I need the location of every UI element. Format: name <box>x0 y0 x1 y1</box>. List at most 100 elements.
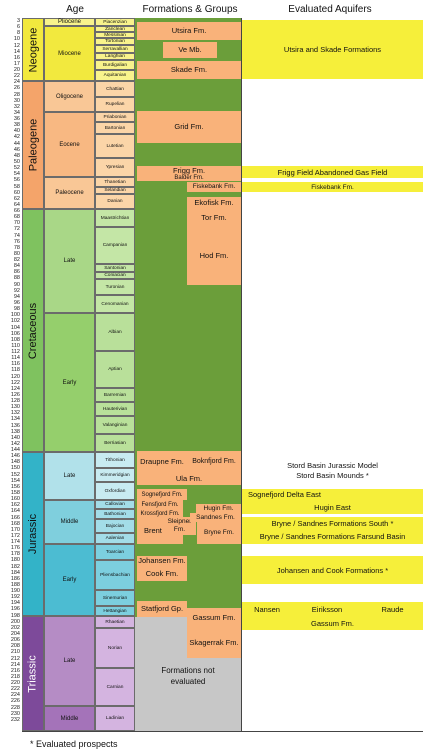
age-tick-label: 162 <box>10 502 20 509</box>
age-tick-label: 86 <box>13 269 20 276</box>
formation-draupne: Draupne Fm. <box>137 451 187 473</box>
age-tick-label: 44 <box>13 140 20 147</box>
stage-label: Bathonian <box>104 511 126 517</box>
stage-rupelian: Rupelian <box>95 97 135 112</box>
stage-label: Campanian <box>102 243 128 248</box>
age-tick-label: 200 <box>10 618 20 625</box>
header-age: Age <box>66 4 84 15</box>
stage-label: Serravallian <box>102 46 128 52</box>
age-tick-label: 116 <box>11 361 20 368</box>
age-tick-label: 156 <box>10 483 20 490</box>
age-tick-label: 98 <box>13 306 20 313</box>
stage-maastrichtian: Maastrichtian <box>95 209 135 227</box>
age-tick-label: 72 <box>13 226 20 233</box>
aquifer-frigg-field: Frigg Field Abandoned Gas Field <box>242 166 423 178</box>
stage-rhaetian: Rhaetian <box>95 616 135 628</box>
stage-label: Ypresian <box>105 165 125 170</box>
formation-skagerrak: Skagerrak Fm. <box>187 628 241 658</box>
age-tick-label: 110 <box>11 342 20 349</box>
formation-gassum: Gassum Fm. <box>187 608 241 628</box>
aquifer-utsira-skade: Utsira and Skade Formations <box>242 20 423 79</box>
formation-statfjord: Statfjord Gp. <box>137 601 187 617</box>
era-cretaceous: Cretaceous <box>22 209 44 452</box>
stage-valanginian: Valanginian <box>95 416 135 434</box>
age-tick-label: 62 <box>13 195 20 202</box>
age-tick-label: 122 <box>10 379 20 386</box>
stage-label: Aalenian <box>105 536 125 541</box>
formation-johansen: Johansen Fm. <box>137 556 187 566</box>
age-tick-label: 64 <box>13 201 20 208</box>
stage-label: Valanginian <box>102 422 128 428</box>
age-tick-label: 70 <box>13 220 20 227</box>
epoch-triassic-late: Late <box>44 616 95 706</box>
formation-sleipner: Sleipner Fm. <box>163 517 196 535</box>
age-tick-label: 128 <box>10 398 20 405</box>
stage-kimmeridgian: Kimmeridgian <box>95 468 135 482</box>
age-tick-label: 46 <box>13 146 20 153</box>
age-tick-label: 148 <box>10 459 20 466</box>
age-tick-label: 184 <box>10 569 20 576</box>
stage-chattian: Chattian <box>95 81 135 97</box>
formation-sandnes: Sandnes Fm. <box>190 513 241 522</box>
formation-krossfjord: Krossfjord Fm. <box>137 509 183 518</box>
age-tick-label: 206 <box>10 637 20 644</box>
era-paleogene: Paleogene <box>22 81 44 209</box>
age-tick-label: 174 <box>10 539 20 546</box>
epoch-jurassic-late: Late <box>44 452 95 500</box>
age-tick-label: 54 <box>13 171 20 178</box>
age-tick-label: 42 <box>13 134 20 141</box>
aquifer-raude: Raude <box>362 602 423 616</box>
age-tick-label: 160 <box>10 496 20 503</box>
age-tick-label: 66 <box>13 208 20 215</box>
stage-aquitanian: Aquitanian <box>95 70 135 81</box>
stage-label: Langhian <box>105 54 125 59</box>
stage-label: Pliensbachian <box>100 572 130 578</box>
stage-label: Hettangian <box>103 608 127 614</box>
epoch-jurassic-middle: Middle <box>44 500 95 544</box>
age-tick-label: 68 <box>13 214 20 221</box>
aquifer-hugin-east: Hugin East <box>242 500 423 514</box>
epoch-pliocene: Pliocene <box>44 18 95 26</box>
stage-ladinian: Ladinian <box>95 706 135 731</box>
stage-label: Rhaetian <box>105 619 125 625</box>
formation-hugin: Hugin Fm. <box>196 504 241 514</box>
stage-label: Tortonian <box>105 39 125 44</box>
age-tick-label: 92 <box>13 287 20 294</box>
age-tick-label: 214 <box>10 661 20 668</box>
stage-zanclean: Zanclean <box>95 26 135 32</box>
stage-label: Carnian <box>106 684 124 690</box>
formation-ve: Ve Mb. <box>163 42 217 58</box>
age-tick-label: 84 <box>13 263 20 270</box>
age-tick-label: 228 <box>10 704 20 711</box>
age-tick-label: 198 <box>10 612 20 619</box>
age-tick-label: 34 <box>13 109 20 116</box>
age-tick-label: 178 <box>10 551 20 558</box>
age-tick-label: 192 <box>10 594 20 601</box>
age-tick-label: 112 <box>11 349 20 356</box>
stage-coniacian: Coniacian <box>95 272 135 279</box>
stage-label: Turonian <box>105 284 125 290</box>
stage-label: Burdigalian <box>102 62 127 68</box>
stage-label: Zanclean <box>105 26 125 32</box>
aquifers-column <box>241 18 423 731</box>
epoch-paleocene: Paleocene <box>44 177 95 209</box>
age-tick-label: 138 <box>10 428 20 435</box>
stage-label: Hauterivian <box>102 406 128 412</box>
age-tick-label: 58 <box>13 183 20 190</box>
formation-cook: Cook Fm. <box>137 566 187 581</box>
stage-tortonian: Tortonian <box>95 38 135 45</box>
age-tick-label: 176 <box>10 545 20 552</box>
aquifer-stord-mounds: Stord Basin Mounds * <box>296 470 369 480</box>
stage-langhian: Langhian <box>95 53 135 60</box>
formation-not-evaluated: Formations not evaluated <box>161 666 215 686</box>
age-tick-label: 170 <box>10 526 20 533</box>
age-tick-label: 96 <box>13 299 20 306</box>
age-tick-label: 114 <box>11 355 20 362</box>
stage-pliensbachian: Pliensbachian <box>95 560 135 590</box>
age-tick-label: 166 <box>10 514 20 521</box>
stage-label: Chattian <box>106 86 124 92</box>
age-tick-label: 3 <box>16 18 20 24</box>
age-tick-label: 78 <box>13 244 20 251</box>
formation-bryne: Bryne Fm. <box>197 522 241 544</box>
age-tick-label: 10 <box>13 36 20 43</box>
